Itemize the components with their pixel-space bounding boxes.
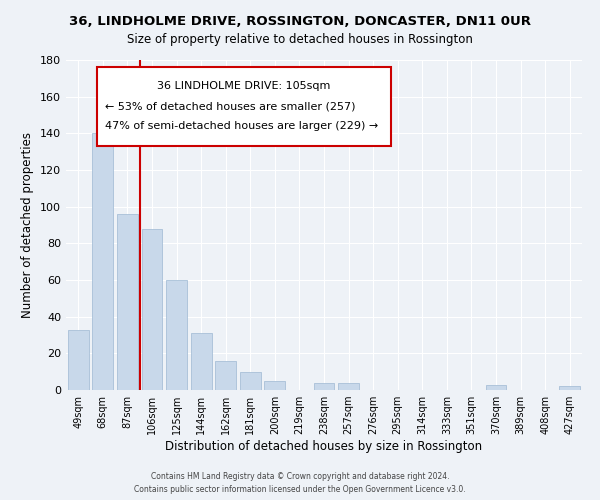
- Text: ← 53% of detached houses are smaller (257): ← 53% of detached houses are smaller (25…: [104, 101, 355, 112]
- Bar: [191, 333, 212, 390]
- Text: Size of property relative to detached houses in Rossington: Size of property relative to detached ho…: [127, 32, 473, 46]
- Bar: [559, 386, 580, 390]
- Text: 36, LINDHOLME DRIVE, ROSSINGTON, DONCASTER, DN11 0UR: 36, LINDHOLME DRIVE, ROSSINGTON, DONCAST…: [69, 15, 531, 28]
- Bar: [485, 384, 506, 390]
- Bar: [166, 280, 187, 390]
- Bar: [314, 382, 334, 390]
- X-axis label: Distribution of detached houses by size in Rossington: Distribution of detached houses by size …: [166, 440, 482, 453]
- FancyBboxPatch shape: [97, 66, 391, 146]
- Bar: [338, 382, 359, 390]
- Y-axis label: Number of detached properties: Number of detached properties: [22, 132, 34, 318]
- Bar: [92, 134, 113, 390]
- Text: 47% of semi-detached houses are larger (229) →: 47% of semi-detached houses are larger (…: [104, 121, 378, 131]
- Text: Contains HM Land Registry data © Crown copyright and database right 2024.
Contai: Contains HM Land Registry data © Crown c…: [134, 472, 466, 494]
- Bar: [215, 360, 236, 390]
- Bar: [68, 330, 89, 390]
- Bar: [240, 372, 261, 390]
- Text: 36 LINDHOLME DRIVE: 105sqm: 36 LINDHOLME DRIVE: 105sqm: [157, 82, 331, 92]
- Bar: [265, 381, 286, 390]
- Bar: [117, 214, 138, 390]
- Bar: [142, 228, 163, 390]
